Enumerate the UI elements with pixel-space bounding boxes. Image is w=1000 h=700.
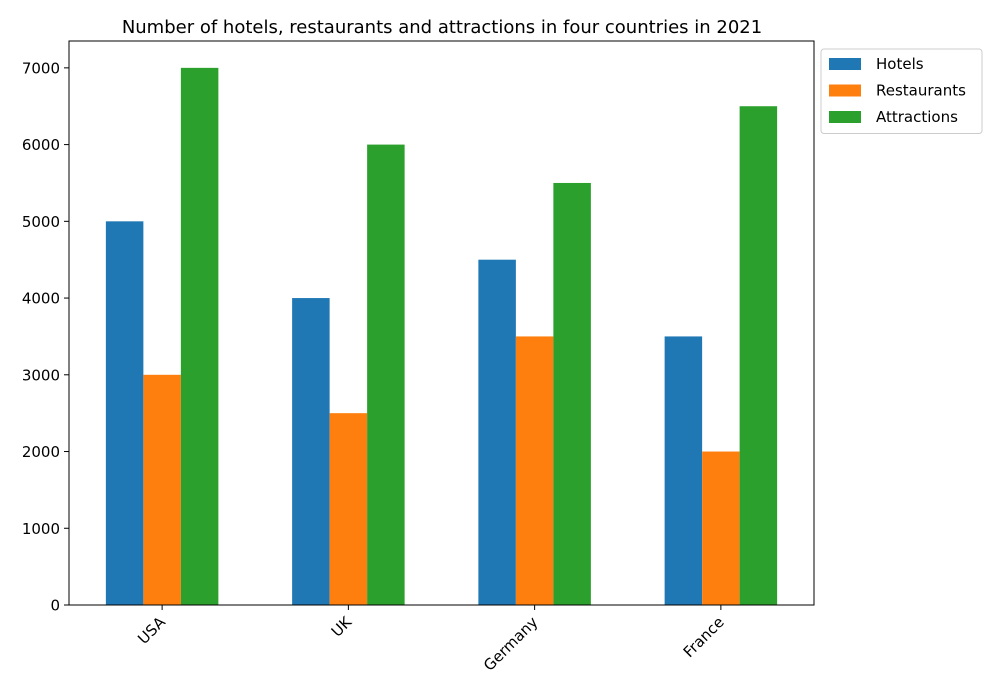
legend: Hotels Restaurants Attractions xyxy=(820,48,983,134)
legend-label-restaurants: Restaurants xyxy=(876,82,966,100)
legend-swatch-restaurants xyxy=(829,84,861,97)
plot-frame xyxy=(68,40,815,606)
bar-restaurants-uk xyxy=(329,413,368,605)
y-tick-label: 2000 xyxy=(22,443,60,461)
bar-hotels-usa xyxy=(105,221,144,605)
y-tick-label: 3000 xyxy=(22,366,60,384)
x-tick-label: France xyxy=(680,613,728,661)
bar-attractions-germany xyxy=(553,182,591,606)
y-tick-label: 5000 xyxy=(22,213,60,231)
legend-swatch-hotels xyxy=(829,58,861,70)
legend-box xyxy=(820,48,983,134)
x-tick-label: UK xyxy=(328,612,356,640)
y-tick-label: 7000 xyxy=(22,59,60,77)
bar-attractions-usa xyxy=(180,67,219,606)
y-axis: 0 1000 2000 3000 4000 5000 6000 7000 xyxy=(22,59,69,615)
x-tick-label: USA xyxy=(134,613,169,648)
bar-hotels-uk xyxy=(292,298,330,605)
bar-restaurants-usa xyxy=(143,374,181,605)
y-tick-label: 6000 xyxy=(22,136,60,154)
bar-restaurants-germany xyxy=(515,336,554,605)
x-tick-label: Germany xyxy=(480,613,542,675)
bar-attractions-uk xyxy=(367,144,405,605)
legend-swatch-attractions xyxy=(829,111,861,123)
y-tick-label: 1000 xyxy=(22,520,60,538)
bars-group xyxy=(105,67,778,606)
bar-hotels-france xyxy=(664,336,703,605)
x-axis: USA UK Germany France xyxy=(134,605,728,675)
bar-attractions-france xyxy=(739,106,778,605)
legend-label-hotels: Hotels xyxy=(876,55,924,73)
bar-restaurants-france xyxy=(702,451,740,605)
y-tick-label: 4000 xyxy=(22,290,60,308)
bar-hotels-germany xyxy=(478,259,516,605)
legend-label-attractions: Attractions xyxy=(876,108,958,126)
y-tick-label: 0 xyxy=(50,597,60,615)
chart-title: Number of hotels, restaurants and attrac… xyxy=(122,17,762,38)
